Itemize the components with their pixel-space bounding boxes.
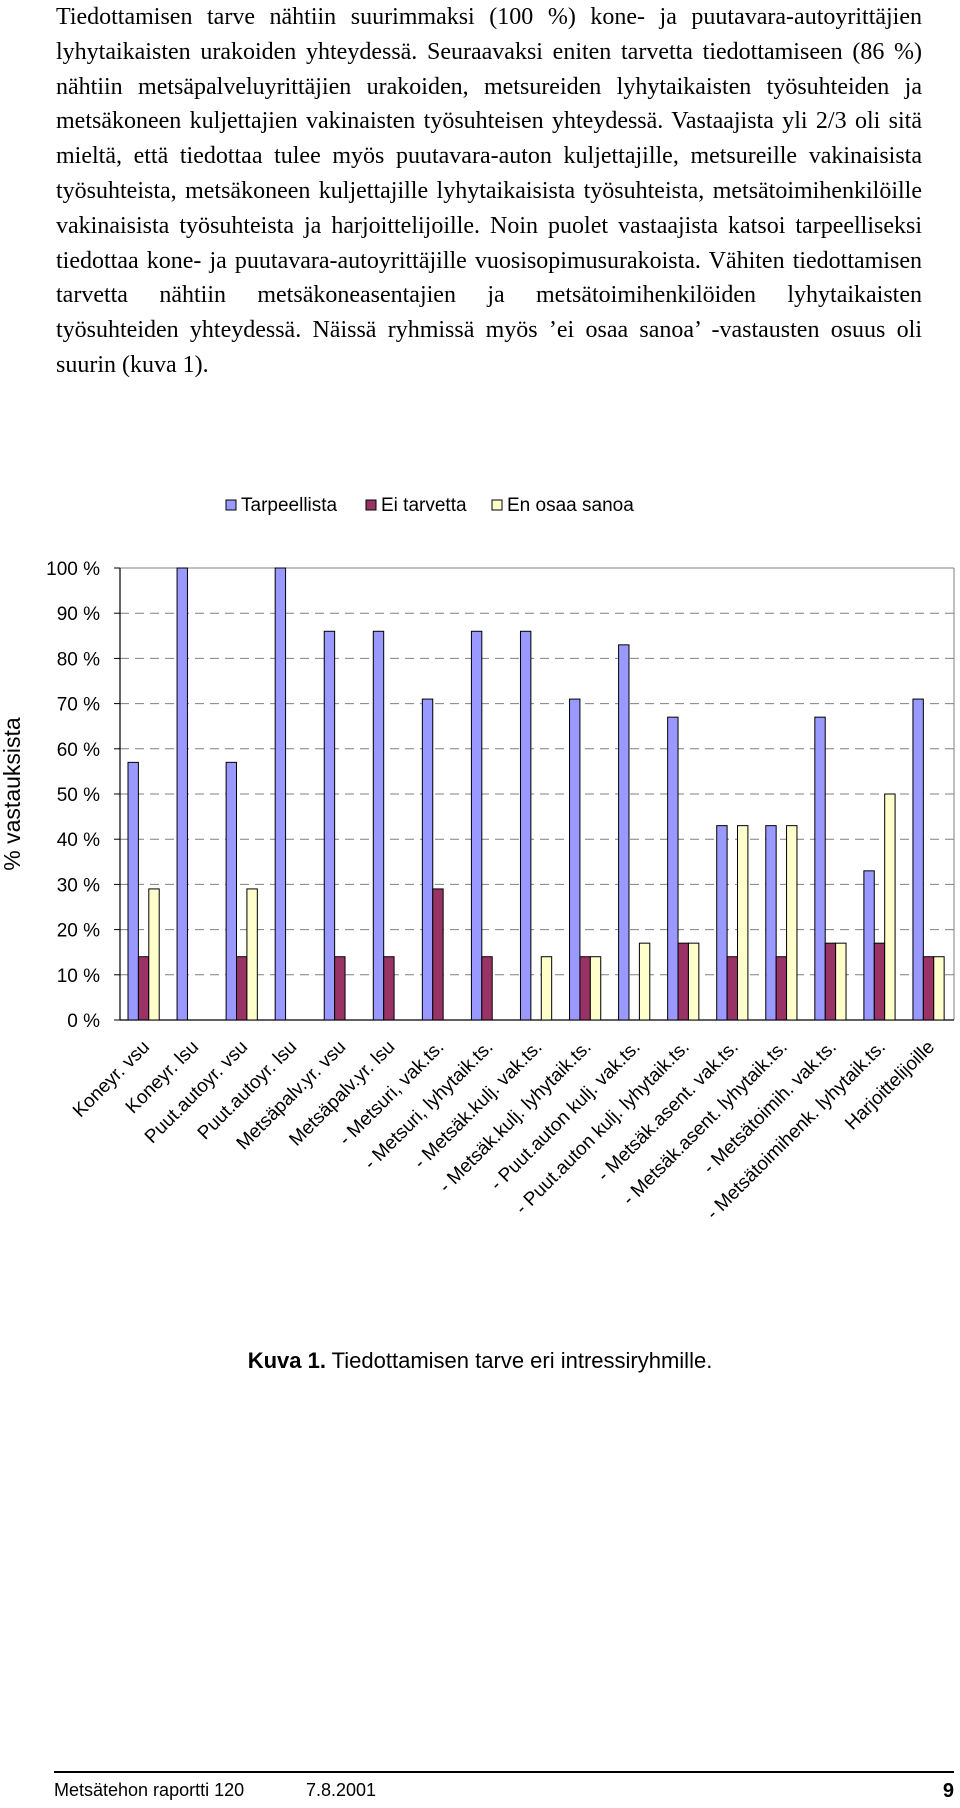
bar [884, 793, 896, 1021]
y-tick-label: 20 % [57, 921, 100, 942]
bar [863, 870, 875, 1021]
y-tick-label: 0 % [67, 1011, 100, 1032]
chart-svg: 0 % 10 % 20 % 30 % 40 % 50 % 60 % 70 % 80 % 90 % 1… [0, 495, 955, 1224]
bar-chart: 0 % 10 % 20 % 30 % 40 % 50 % 60 % 70 % 80 % 90 % 1… [0, 490, 960, 1290]
legend-swatch [365, 499, 377, 511]
bar [470, 630, 483, 1021]
x-tick-label: - Metsätoimihenk. lyhytaik.ts. [703, 1037, 890, 1224]
bar [775, 956, 788, 1021]
legend-swatch [491, 499, 503, 511]
bar [579, 956, 591, 1021]
y-tick-label: 90 % [57, 604, 100, 625]
legend-label: En osaa sanoa [507, 495, 634, 516]
footer-publication: Metsätehon raportti 120 [54, 1780, 245, 1800]
bar [765, 825, 777, 1021]
bar [726, 956, 739, 1021]
bar [148, 888, 160, 1021]
legend-label: Tarpeellista [241, 495, 338, 516]
bar [677, 942, 689, 1021]
caption-label: Kuva 1. [247, 1348, 326, 1373]
footer-date: 7.8.2001 [306, 1780, 377, 1800]
y-tick-label: 60 % [57, 740, 100, 761]
bar [687, 942, 700, 1021]
bar [835, 942, 847, 1021]
bar [334, 956, 346, 1021]
bar [519, 630, 532, 1021]
y-axis-title: % vastauksista [0, 717, 25, 871]
bar [786, 825, 798, 1021]
bar [824, 942, 837, 1021]
bar [922, 956, 935, 1021]
page-footer: Metsätehon raportti 120 7.8.2001 9 [54, 1780, 954, 1804]
y-tick-label: 10 % [57, 966, 100, 987]
bar [737, 825, 749, 1021]
bar [225, 761, 238, 1021]
bar [589, 956, 602, 1021]
bar [667, 716, 679, 1021]
bar [323, 630, 336, 1021]
figure-caption: Kuva 1. Tiedottamisen tarve eri intressi… [0, 1348, 960, 1374]
footer-divider [54, 1771, 954, 1773]
bar [873, 942, 886, 1021]
caption-text: Tiedottamisen tarve eri intressiryhmille… [325, 1348, 713, 1373]
bar [127, 761, 139, 1021]
bar [540, 956, 553, 1021]
y-tick-label: 40 % [57, 830, 100, 851]
y-tick-label: 50 % [57, 785, 100, 806]
bar [618, 644, 630, 1021]
body-paragraph: Tiedottamisen tarve nähtiin suurimmaksi … [56, 4, 922, 378]
bar [716, 825, 728, 1021]
bar [246, 888, 258, 1021]
bar [421, 698, 434, 1021]
bar [481, 956, 493, 1021]
y-tick-label: 30 % [57, 875, 100, 896]
bar [383, 956, 395, 1021]
bar [933, 956, 945, 1021]
bar [137, 956, 150, 1021]
legend-swatch [225, 499, 237, 511]
bar [176, 567, 188, 1021]
bar [912, 698, 924, 1021]
bar [274, 567, 287, 1021]
bar [638, 942, 651, 1021]
y-tick-label: 80 % [57, 649, 100, 670]
bar [236, 956, 248, 1021]
bar [569, 698, 581, 1021]
y-tick-label: 70 % [57, 695, 100, 716]
page-number: 9 [942, 1780, 954, 1802]
y-tick-label: 100 % [46, 559, 100, 580]
bar [432, 888, 444, 1021]
legend-label: Ei tarvetta [381, 495, 467, 516]
bar [814, 716, 826, 1021]
x-tick-label: Harjoittelijoille [841, 1037, 939, 1135]
bar [372, 630, 385, 1021]
